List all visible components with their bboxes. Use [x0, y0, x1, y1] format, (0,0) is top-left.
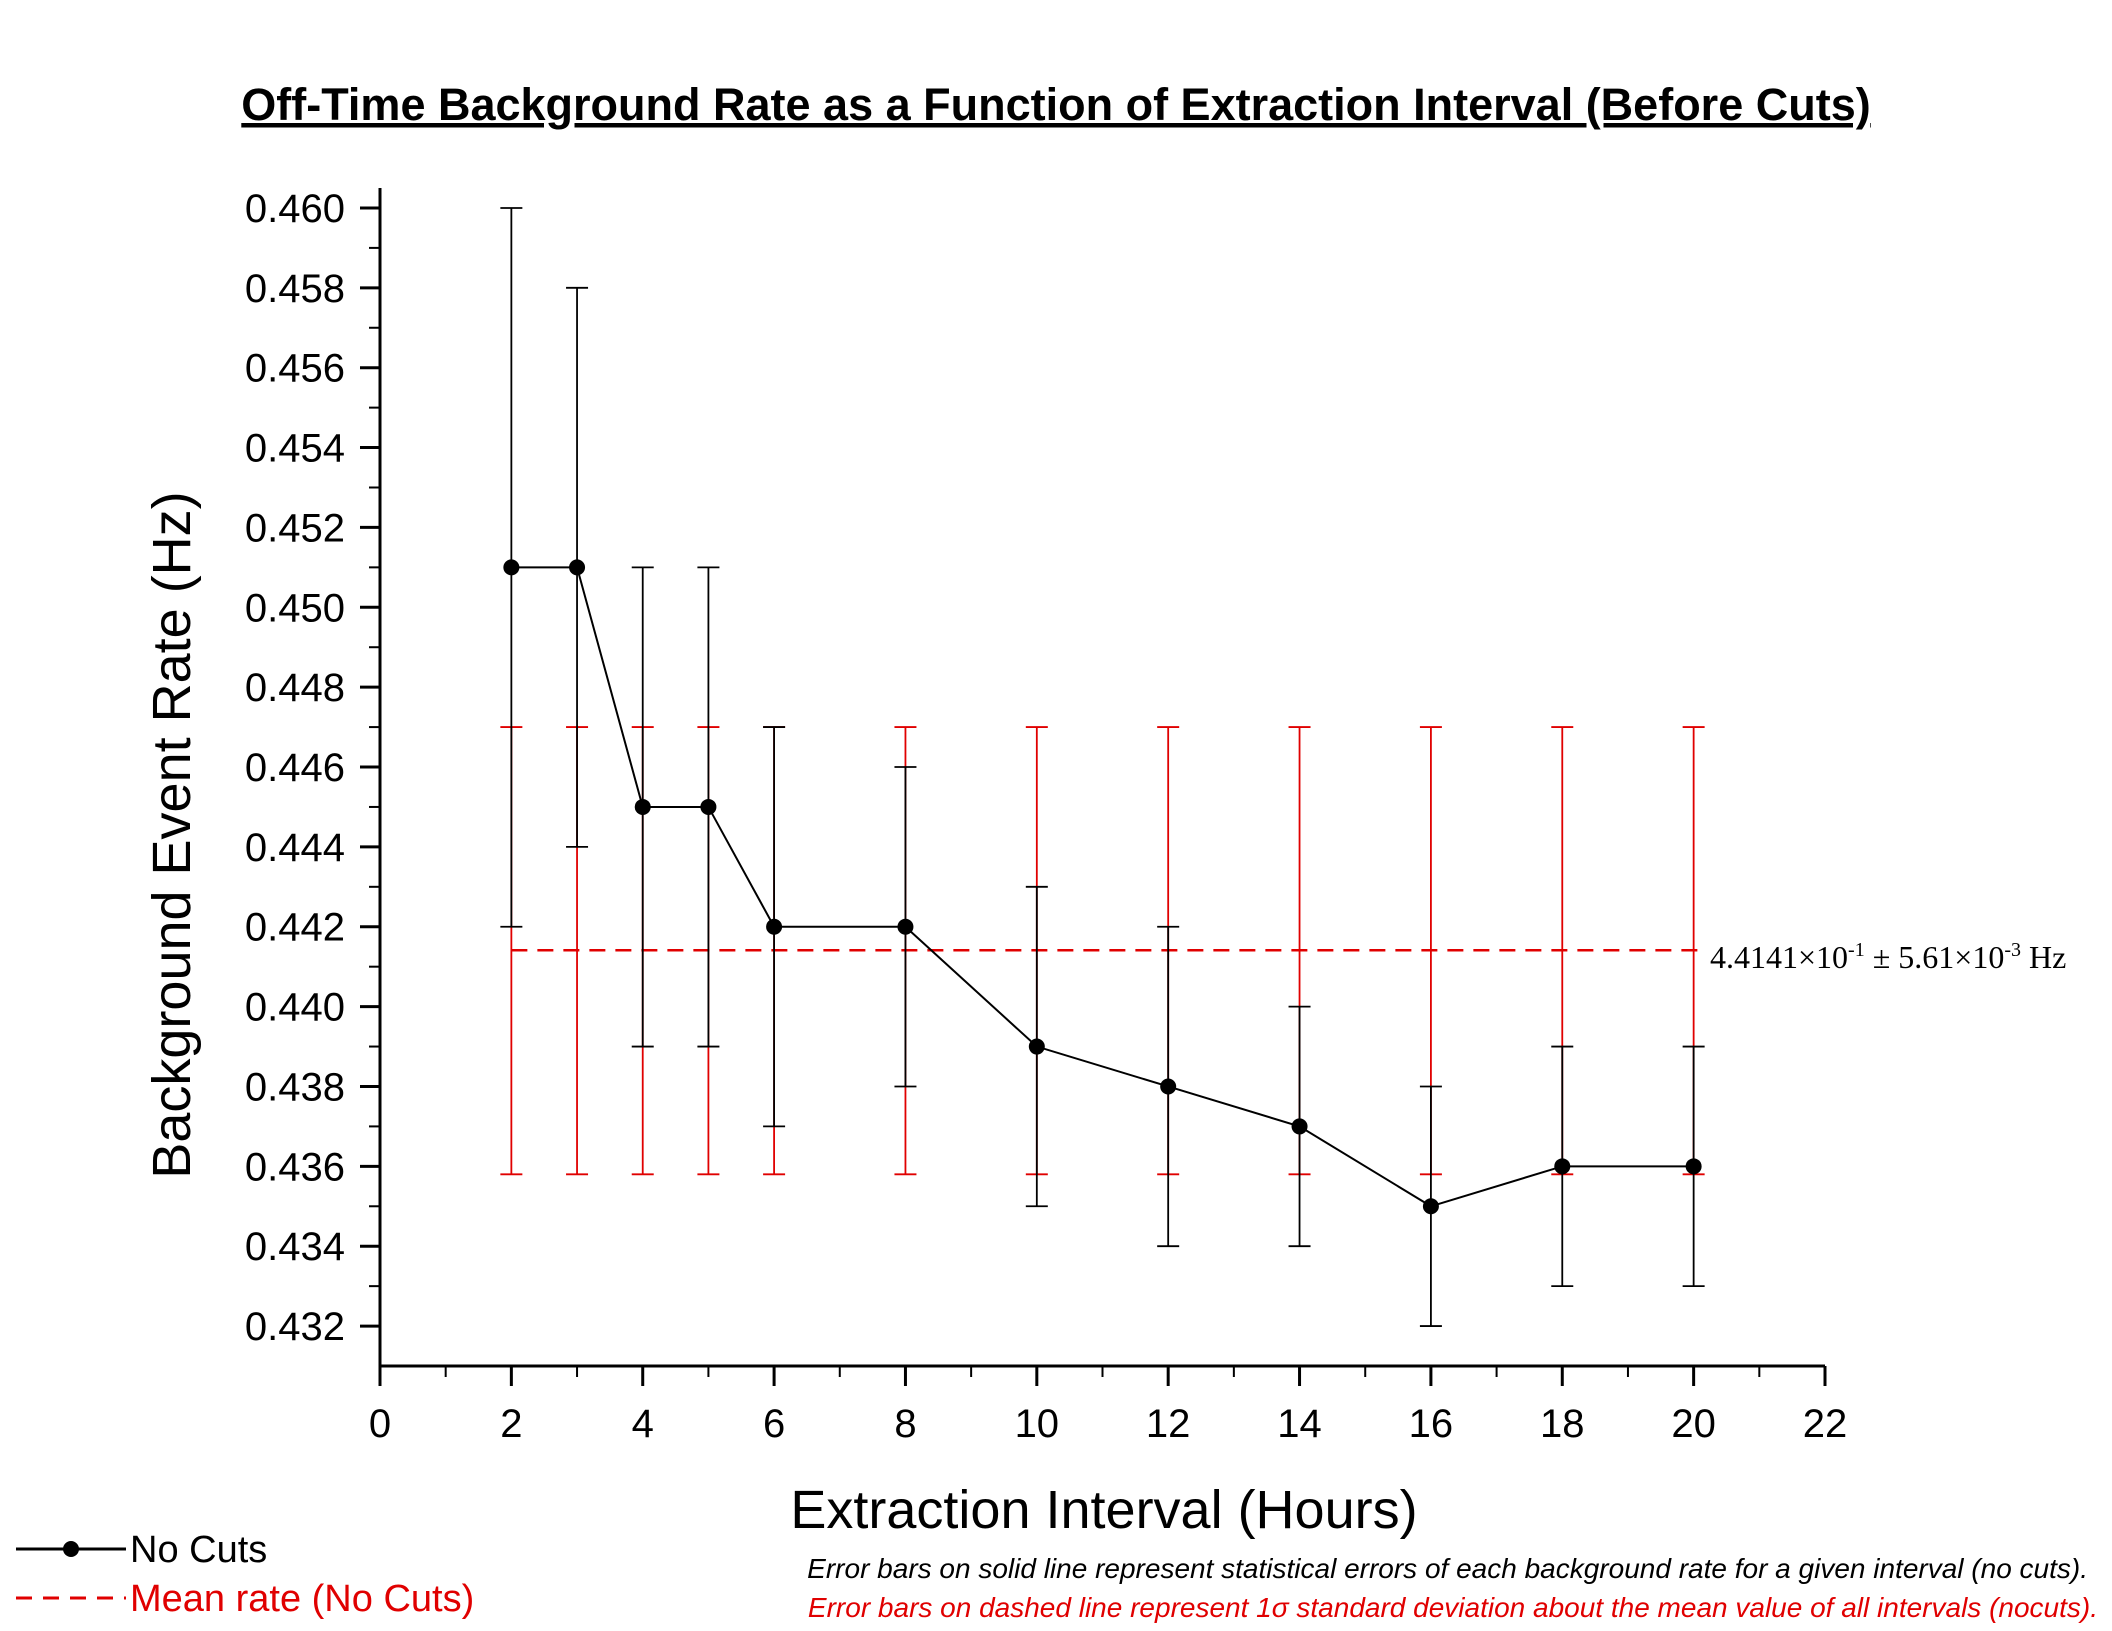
y-tick-label: 0.458 — [245, 267, 345, 311]
no-cuts-line — [511, 566, 1694, 1208]
plot-area: 0.432 0.434 0.436 0.438 0.440 0.442 0.444 0.446… — [245, 187, 1847, 1446]
data-point — [1028, 1038, 1045, 1055]
y-tick-label: 0.440 — [245, 986, 345, 1030]
x-tick-label: 8 — [894, 1402, 916, 1446]
y-tick-label: 0.452 — [245, 506, 345, 550]
y-tick-label: 0.444 — [245, 826, 345, 870]
y-axis-ticks: 0.432 0.434 0.436 0.438 0.440 0.442 0.444 0.446… — [245, 187, 380, 1349]
y-tick-label: 0.436 — [245, 1145, 345, 1189]
y-tick-label: 0.434 — [245, 1225, 345, 1269]
y-tick-label: 0.446 — [245, 746, 345, 790]
x-axis-ticks: 0 2 4 6 8 10 12 14 16 18 20 22 — [369, 1366, 1847, 1446]
x-tick-label: 14 — [1277, 1402, 1322, 1446]
x-tick-label: 0 — [369, 1402, 391, 1446]
legend: No Cuts Mean rate (No Cuts) — [16, 1529, 474, 1620]
note-statistical-errors: Error bars on solid line represent stati… — [807, 1553, 2088, 1584]
legend-marker-no-cuts — [63, 1541, 79, 1557]
mean-label-unit: Hz — [2021, 939, 2066, 975]
x-tick-label: 22 — [1803, 1402, 1848, 1446]
x-axis-label: Extraction Interval (Hours) — [790, 1480, 1417, 1540]
y-tick-label: 0.460 — [245, 187, 345, 231]
data-point — [766, 918, 783, 935]
x-tick-label: 20 — [1671, 1402, 1716, 1446]
x-tick-label: 18 — [1540, 1402, 1585, 1446]
mean-rate-annotation: 4.4141×10-1 ± 5.61×10-3 Hz — [1710, 939, 2066, 975]
data-point — [897, 918, 914, 935]
y-tick-label: 0.432 — [245, 1305, 345, 1349]
x-tick-label: 10 — [1015, 1402, 1060, 1446]
legend-label-mean: Mean rate (No Cuts) — [130, 1578, 474, 1620]
mean-label-mantissa: 4.4141×10 — [1710, 939, 1848, 975]
y-tick-label: 0.456 — [245, 347, 345, 391]
x-tick-label: 12 — [1146, 1402, 1191, 1446]
data-point — [700, 798, 717, 815]
y-tick-label: 0.454 — [245, 427, 345, 471]
note-mean-deviation: Error bars on dashed line represent 1σ s… — [808, 1592, 2098, 1623]
y-tick-label: 0.442 — [245, 906, 345, 950]
mean-label-mid: ± 5.61×10 — [1865, 939, 2005, 975]
data-point — [1685, 1158, 1702, 1175]
data-point — [1160, 1078, 1177, 1095]
y-tick-label: 0.448 — [245, 666, 345, 710]
y-axis-label: Background Event Rate (Hz) — [142, 491, 202, 1178]
data-point — [1291, 1118, 1308, 1135]
mean-label-exp2: -3 — [2004, 939, 2021, 961]
data-point — [569, 559, 586, 576]
x-tick-label: 2 — [500, 1402, 522, 1446]
no-cuts-points — [503, 559, 1702, 1215]
data-point — [503, 559, 520, 576]
legend-label-no-cuts: No Cuts — [130, 1529, 267, 1571]
statistical-error-bars — [500, 207, 1705, 1327]
x-tick-label: 4 — [632, 1402, 654, 1446]
x-tick-label: 16 — [1409, 1402, 1454, 1446]
data-point — [634, 798, 651, 815]
mean-label-exp1: -1 — [1848, 939, 1865, 961]
chart-title: Off-Time Background Rate as a Function o… — [241, 79, 1870, 130]
x-tick-label: 6 — [763, 1402, 785, 1446]
data-point — [1554, 1158, 1571, 1175]
y-tick-label: 0.450 — [245, 586, 345, 630]
data-point — [1422, 1198, 1439, 1215]
y-tick-label: 0.438 — [245, 1065, 345, 1109]
